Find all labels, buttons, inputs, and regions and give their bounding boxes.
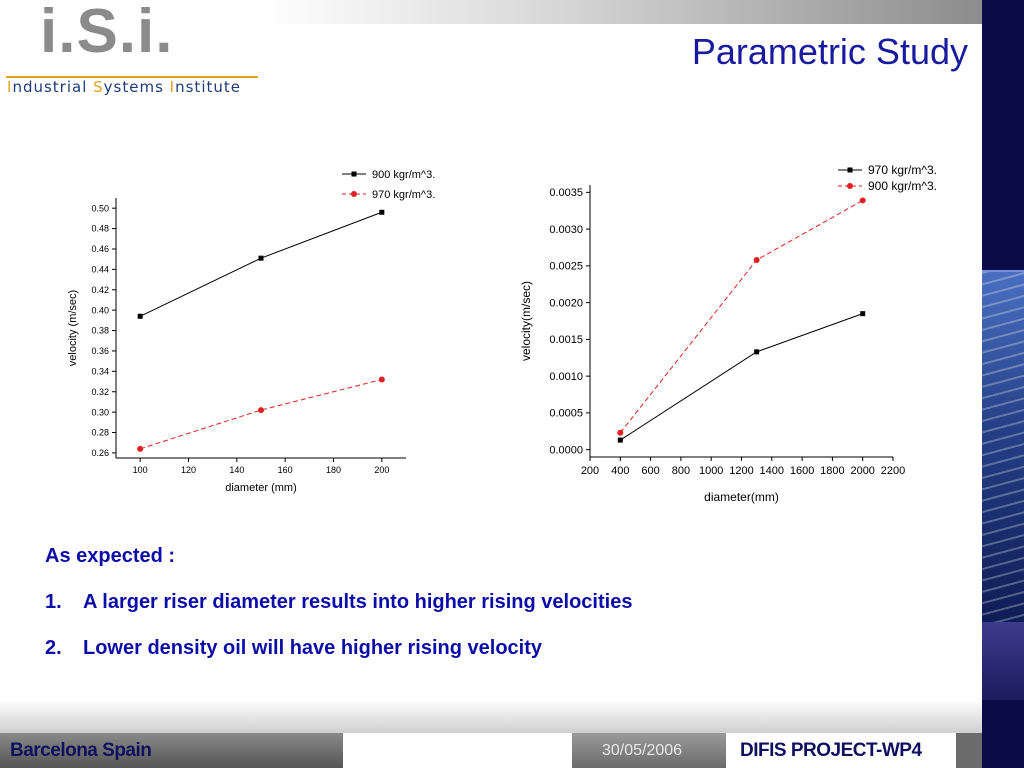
y-tick-label: 0.0005 bbox=[549, 408, 583, 420]
data-point bbox=[137, 313, 143, 319]
x-tick-label: 120 bbox=[181, 465, 196, 475]
strip-lower-block bbox=[982, 622, 1024, 700]
data-point bbox=[258, 255, 264, 261]
x-tick-label: 200 bbox=[581, 465, 599, 477]
data-point bbox=[378, 376, 385, 383]
y-tick-label: 0.26 bbox=[91, 448, 109, 458]
legend-label: 900 kgr/m^3. bbox=[372, 169, 435, 181]
y-tick-label: 0.36 bbox=[91, 346, 109, 356]
y-tick-label: 0.0000 bbox=[549, 444, 583, 456]
y-tick-label: 0.38 bbox=[91, 326, 109, 336]
x-tick-label: 1600 bbox=[790, 465, 814, 477]
x-tick-label: 2000 bbox=[850, 465, 874, 477]
data-point bbox=[753, 256, 760, 263]
x-tick-label: 2200 bbox=[881, 465, 905, 477]
x-tick-label: 1800 bbox=[820, 465, 844, 477]
x-tick-label: 800 bbox=[672, 465, 690, 477]
top-gradient-band bbox=[262, 0, 982, 24]
x-tick-label: 140 bbox=[229, 465, 244, 475]
y-tick-label: 0.28 bbox=[91, 428, 109, 438]
x-tick-label: 1000 bbox=[699, 465, 723, 477]
y-tick-label: 0.44 bbox=[91, 265, 109, 275]
data-point bbox=[258, 407, 264, 414]
velocity-chart-left: 100 120 140 160 180 200 0.26 0.28 0.30 0.32 0.34 0.… bbox=[67, 169, 435, 494]
legend-label: 970 kgr/m^3. bbox=[372, 189, 435, 201]
slide-title: Parametric Study bbox=[691, 31, 968, 72]
logo-mark: i.S.i. bbox=[40, 0, 174, 66]
data-point bbox=[860, 311, 866, 317]
footer-end-block bbox=[956, 733, 982, 768]
legend-label: 970 kgr/m^3. bbox=[868, 163, 937, 177]
data-point bbox=[617, 437, 623, 443]
strip-divider bbox=[982, 270, 1024, 272]
velocity-chart-right: 200 400 600 800 1000 1200 1400 1600 1800 2000 2200… bbox=[519, 163, 937, 504]
series-line bbox=[140, 379, 382, 450]
legend-marker bbox=[351, 191, 357, 197]
x-tick-label: 1400 bbox=[760, 465, 784, 477]
logo-subtitle: Industrial Systems Institute bbox=[7, 78, 241, 96]
building-image bbox=[982, 272, 1024, 622]
y-tick-label: 0.0030 bbox=[549, 224, 583, 236]
x-axis-label: diameter(mm) bbox=[704, 490, 779, 504]
x-axis-label: diameter (mm) bbox=[225, 482, 297, 494]
footer-project: DIFIS PROJECT-WP4 bbox=[726, 733, 956, 768]
footer-date: 30/05/2006 bbox=[572, 733, 726, 768]
legend-marker bbox=[847, 183, 853, 189]
data-point bbox=[137, 445, 144, 452]
series-line bbox=[620, 313, 863, 441]
footer-location: Barcelona Spain bbox=[0, 733, 343, 768]
series-line bbox=[139, 211, 383, 317]
legend-marker bbox=[847, 167, 853, 173]
y-tick-label: 0.0035 bbox=[549, 187, 583, 199]
conclusion-item: 1. A larger riser diameter results into h… bbox=[45, 589, 632, 635]
conclusion-item: 2. Lower density oil will have higher ris… bbox=[45, 635, 632, 681]
y-tick-label: 0.48 bbox=[91, 224, 109, 234]
legend-label: 900 kgr/m^3. bbox=[868, 179, 937, 193]
item-number: 1. bbox=[45, 591, 62, 613]
location-text: Barcelona Spain bbox=[10, 740, 152, 761]
y-tick-label: 0.40 bbox=[91, 305, 109, 315]
series-line bbox=[619, 200, 863, 434]
x-tick-label: 200 bbox=[374, 465, 389, 475]
y-tick-label: 0.0025 bbox=[549, 261, 583, 273]
data-point bbox=[859, 197, 866, 204]
right-decorative-strip bbox=[982, 0, 1024, 768]
item-text: A larger riser diameter results into hig… bbox=[83, 591, 633, 613]
legend-marker bbox=[351, 171, 357, 177]
isi-logo: i.S.i. Industrial Systems Institute bbox=[0, 0, 262, 100]
y-tick-label: 0.0015 bbox=[549, 334, 583, 346]
y-tick-label: 0.0020 bbox=[549, 297, 583, 309]
data-point bbox=[379, 209, 385, 215]
y-tick-label: 0.50 bbox=[91, 203, 109, 213]
date-text: 30/05/2006 bbox=[602, 742, 683, 759]
y-tick-label: 0.42 bbox=[91, 285, 109, 295]
conclusions-heading: As expected : bbox=[45, 545, 176, 567]
y-tick-label: 0.30 bbox=[91, 407, 109, 417]
y-tick-label: 0.34 bbox=[91, 366, 109, 376]
y-axis-label: velocity (m/sec) bbox=[67, 290, 79, 366]
project-text: DIFIS PROJECT-WP4 bbox=[740, 740, 922, 761]
x-tick-label: 180 bbox=[326, 465, 341, 475]
item-text: Lower density oil will have higher risin… bbox=[83, 637, 543, 659]
x-tick-label: 1200 bbox=[729, 465, 753, 477]
y-tick-label: 0.0010 bbox=[549, 371, 583, 383]
y-tick-label: 0.46 bbox=[91, 244, 109, 254]
logo-rule bbox=[6, 76, 258, 78]
x-tick-label: 600 bbox=[641, 465, 659, 477]
x-tick-label: 100 bbox=[133, 465, 148, 475]
y-axis-label: velocity(m/sec) bbox=[519, 281, 533, 361]
item-number: 2. bbox=[45, 637, 62, 659]
y-tick-label: 0.32 bbox=[91, 387, 109, 397]
x-tick-label: 400 bbox=[611, 465, 629, 477]
x-tick-label: 160 bbox=[278, 465, 293, 475]
data-point bbox=[617, 429, 624, 436]
data-point bbox=[754, 349, 760, 355]
conclusions: As expected : 1. A larger riser diameter … bbox=[45, 543, 632, 681]
footer-gradient bbox=[0, 700, 982, 733]
